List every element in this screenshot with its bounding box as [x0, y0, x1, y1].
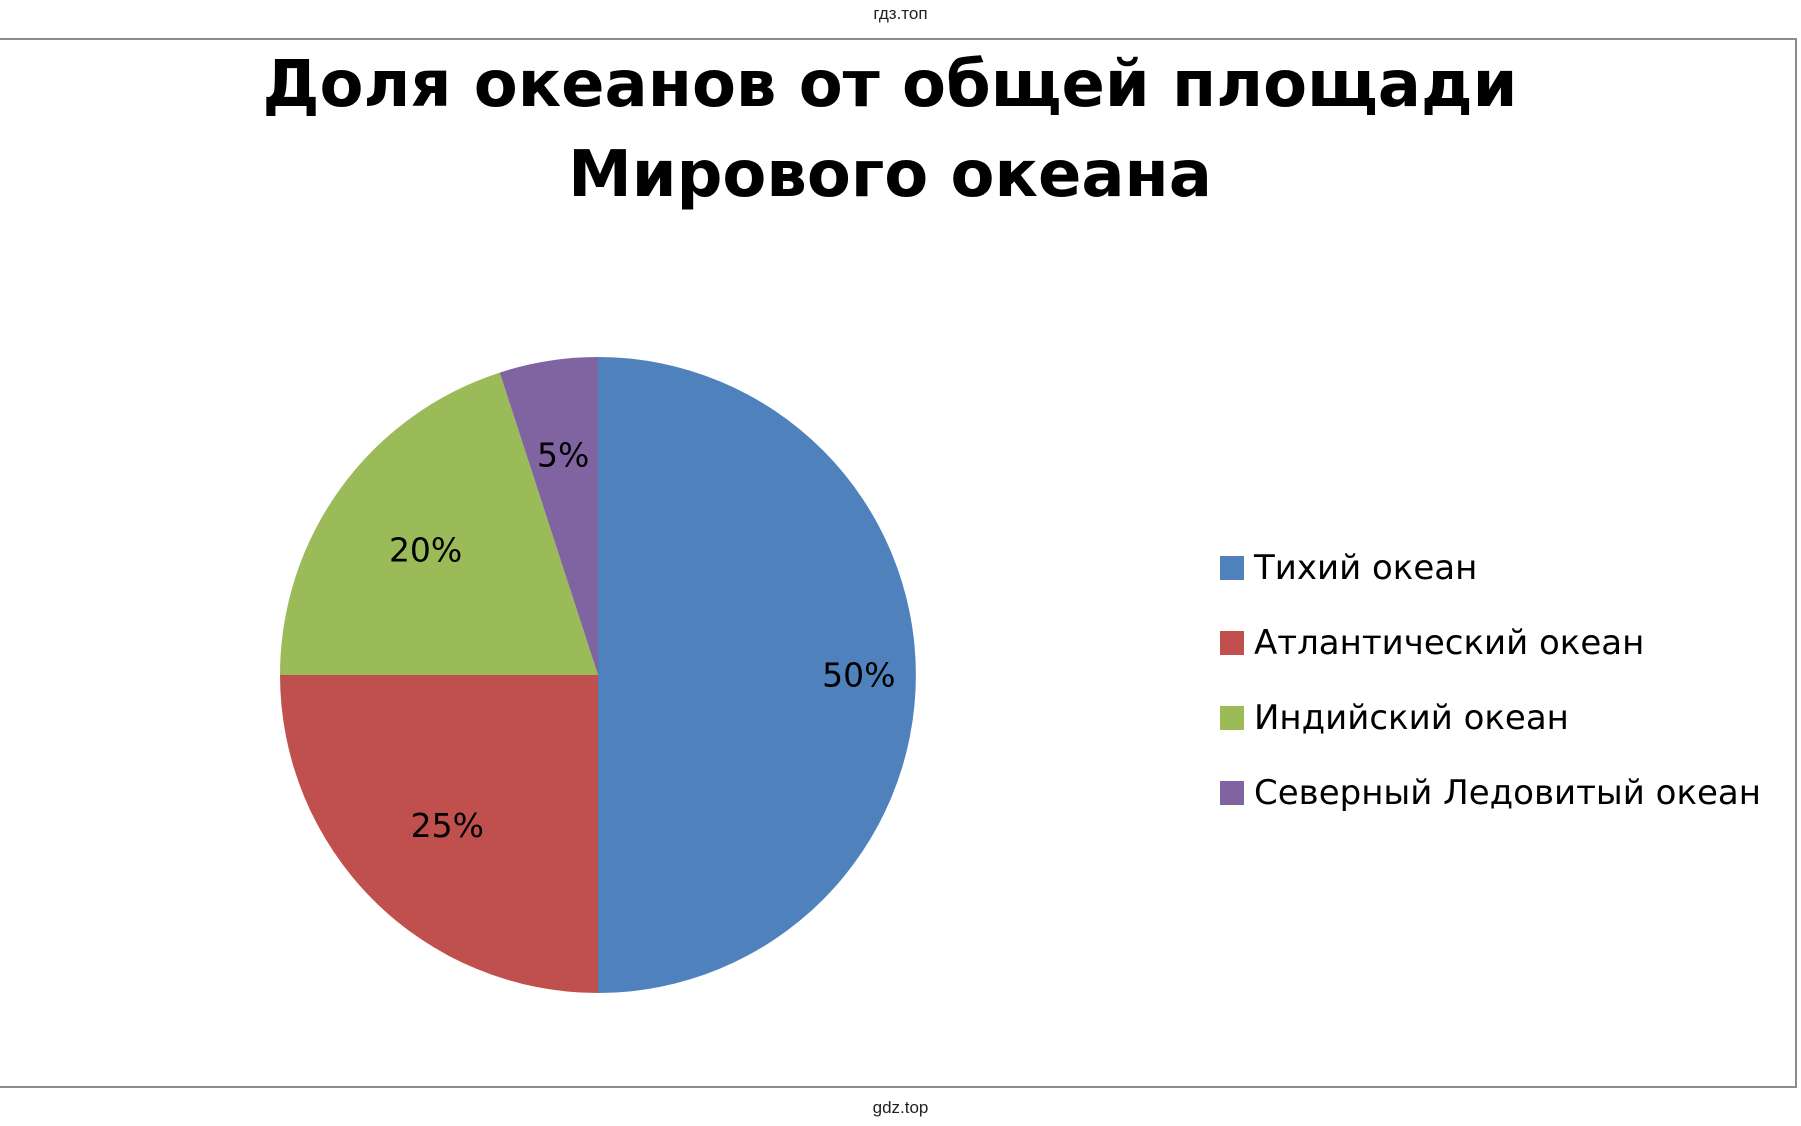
legend-swatch-pacific — [1220, 555, 1244, 580]
legend-swatch-atlantic — [1220, 630, 1244, 655]
legend-label-arctic: Северный Ледовитый океан — [1254, 772, 1761, 813]
legend-item-atlantic: Атлантический океан — [1220, 605, 1761, 680]
legend-item-arctic: Северный Ледовитый океан — [1220, 755, 1761, 830]
legend-label-indian: Индийский океан — [1254, 697, 1569, 738]
legend-item-pacific: Тихий океан — [1220, 530, 1761, 605]
pie-slice-atlantic — [280, 675, 598, 993]
chart-title-line-2: Мирового океана — [568, 138, 1212, 212]
legend-swatch-arctic — [1220, 780, 1244, 805]
data-label-indian: 20% — [389, 530, 462, 569]
chart-title-line-1: Доля океанов от общей площади — [262, 48, 1518, 122]
chart-title: Доля океанов от общей площади Мирового о… — [240, 40, 1540, 220]
watermark-top: гдз.топ — [873, 4, 928, 23]
chart-frame — [0, 38, 1797, 1088]
data-label-arctic: 5% — [537, 436, 589, 475]
legend-label-atlantic: Атлантический океан — [1254, 622, 1645, 663]
pie-slice-arctic — [499, 357, 598, 675]
legend: Тихий океан Атлантический океан Индийски… — [1220, 530, 1761, 830]
data-label-atlantic: 25% — [411, 806, 484, 845]
watermark-bottom: gdz.top — [872, 1098, 929, 1117]
legend-item-indian: Индийский океан — [1220, 680, 1761, 755]
legend-label-pacific: Тихий океан — [1254, 547, 1478, 588]
pie-slice-pacific — [598, 357, 916, 993]
pie-slice-indian — [280, 372, 598, 675]
data-label-pacific: 50% — [822, 656, 895, 695]
legend-swatch-indian — [1220, 705, 1244, 730]
